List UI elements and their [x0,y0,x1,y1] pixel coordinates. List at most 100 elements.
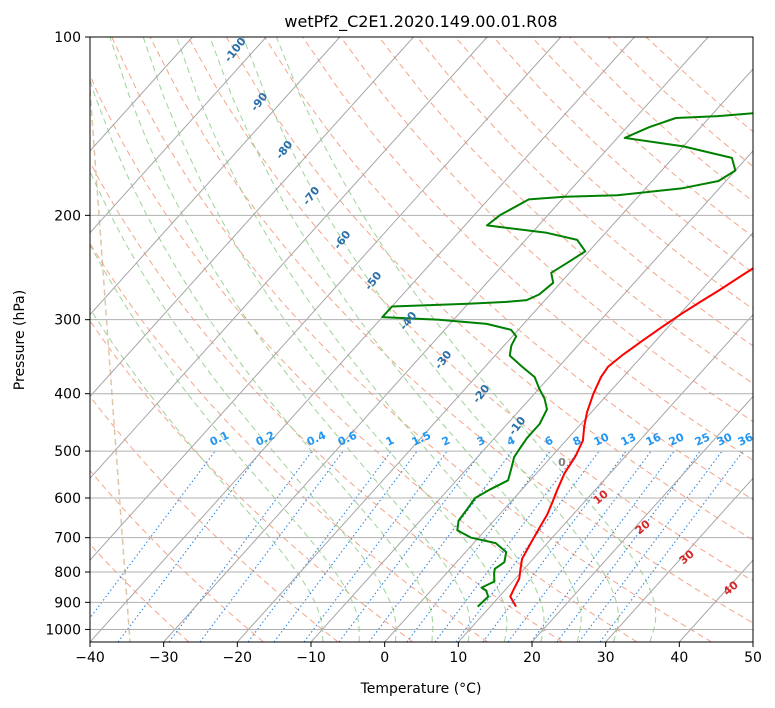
y-tick-label: 600 [54,491,81,507]
axes: −40 −30 −20 −10 0 10 20 30 40 5010020030040050060… [45,30,762,666]
zero-isotherm-label: 0 [558,456,566,469]
mixing-ratio-line [90,449,217,619]
mixing-ratio-label: 36 [736,430,756,448]
mixing-ratio-label: 2 [440,434,452,449]
isotherm-label: -50 [362,269,385,293]
moist-adiabat [242,37,620,642]
y-tick-label: 200 [54,208,81,224]
isotherm-label: -90 [248,90,271,114]
moist-adiabat [90,169,397,642]
x-tick-label: −30 [149,650,179,666]
moist-adiabat-label: 30 [677,547,697,567]
mixing-ratio-label: 13 [619,430,638,448]
x-tick-label: 40 [670,650,688,666]
mixing-ratio-line [507,449,653,642]
dry-adiabat [90,469,264,642]
mixing-ratio-line [199,449,345,642]
isotherm-label: -40 [397,309,420,333]
mixing-ratio-label: 6 [543,434,556,449]
mixing-ratio-line [578,449,724,642]
y-tick-label: 300 [54,313,81,329]
dry-adiabat [90,395,339,642]
chart-title: wetPf2_C2E1.2020.149.00.01.R08 [284,12,557,32]
y-tick-label: 800 [54,565,81,581]
y-tick-label: 400 [54,387,81,403]
mixing-ratio-line [455,449,601,642]
x-tick-label: 20 [523,650,541,666]
moist-adiabat [90,307,324,642]
moist-adiabat [109,37,471,642]
mixing-ratio-label: 30 [715,430,735,448]
moist-adiabat [209,37,582,642]
y-tick-label: 1000 [45,622,81,638]
dry-adiabat [454,37,753,310]
plot-frame [89,36,754,643]
mixing-ratio-label: 1 [384,434,396,449]
x-tick-label: 10 [449,650,467,666]
x-tick-label: −20 [223,650,253,666]
mixing-ratio-line [556,449,702,642]
dry-adiabat [264,37,753,501]
mixing-ratio-label: 0.6 [336,429,359,449]
x-tick-label: 50 [744,650,762,666]
mixing-ratio-label: 0.1 [208,429,231,449]
isotherm-label: -80 [273,138,296,162]
mixing-ratio-line [368,449,514,642]
y-tick-label: 900 [54,595,81,611]
mixing-ratio-line [117,449,263,642]
isotherm-line [90,37,193,152]
isotherm-line [90,37,414,398]
y-axis-label: Pressure (hPa) [12,290,28,390]
mixing-ratio-label: 0.4 [305,429,328,449]
isotherm-line [163,37,709,642]
series-layer [381,112,753,608]
mixing-ratio-line [530,449,676,642]
mixing-ratio-line [338,449,484,642]
dry-adiabat [149,37,753,624]
mixing-ratio-line [247,449,393,642]
moist-adiabat-label: 40 [721,578,741,598]
isotherm-line [90,37,267,234]
mixing-ratio-label: 16 [644,430,664,448]
isotherm-line [531,395,753,642]
mixing-ratio-label: 10 [592,430,612,448]
x-tick-label: 30 [597,650,615,666]
dry-adiabat [111,37,712,642]
y-tick-label: 100 [54,30,81,46]
isotherm-line [457,313,753,642]
background-lines [90,37,753,642]
moist-adiabat-label: 10 [591,487,611,507]
moist-adiabat [275,37,657,642]
isotherm-line [90,37,341,316]
isotherm-line [90,37,635,642]
y-tick-label: 500 [54,444,81,460]
y-tick-label: 700 [54,531,81,547]
dry-adiabat [90,543,190,642]
saturation-curve [90,89,131,642]
dry-adiabat [531,37,753,238]
moist-adiabat [90,78,434,642]
moist-adiabat [142,37,508,642]
mixing-ratio-label: 25 [693,430,712,448]
dry-adiabat [493,37,753,274]
mixing-ratio-label: 8 [571,434,583,449]
mixing-ratio-line [434,449,580,642]
dry-adiabat [225,37,753,541]
x-tick-label: 0 [380,650,389,666]
isotherm-line [678,559,753,642]
isotherm-label: -20 [470,382,493,406]
moist-adiabat-label: 20 [633,517,653,537]
dewpoint-line [381,112,753,608]
dry-adiabat [90,161,563,642]
isotherm-label: -70 [300,184,323,208]
x-tick-label: −10 [296,650,326,666]
isotherm-line [90,37,562,561]
isotherm-line [384,231,753,642]
isotherm-line [310,150,753,642]
dry-adiabat [90,242,488,642]
mixing-ratio-line [303,449,449,642]
mixing-ratio-label: 20 [667,430,687,448]
isotherm-label: -30 [432,348,455,372]
dry-adiabat [378,37,753,384]
